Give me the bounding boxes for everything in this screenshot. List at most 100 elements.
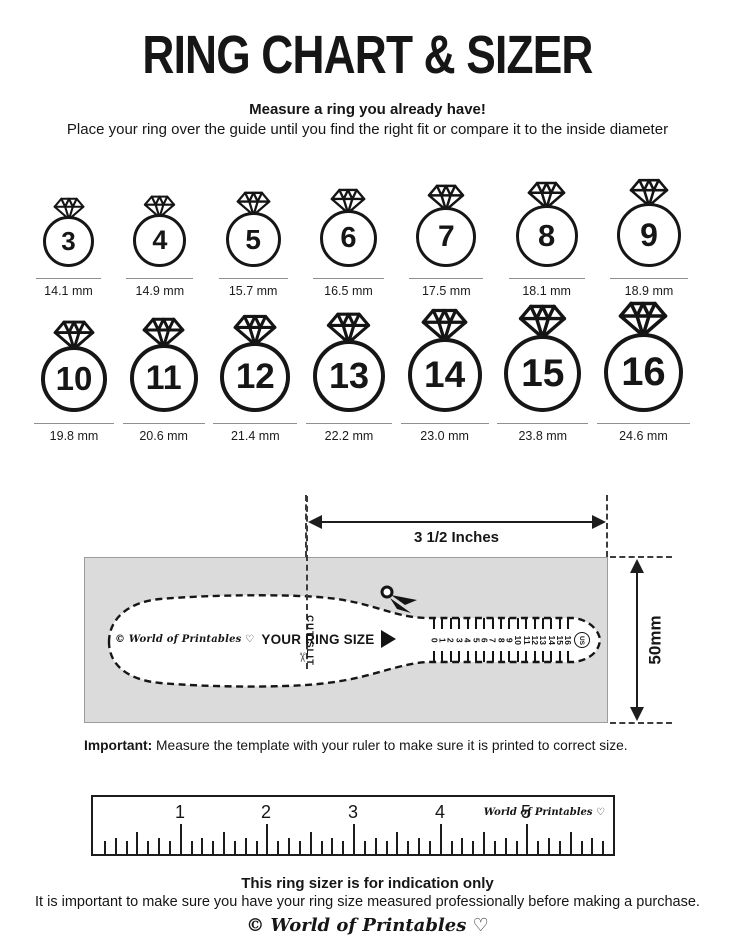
ring-underline xyxy=(126,278,194,279)
ring-band: 16 xyxy=(603,333,683,412)
ruler-tick xyxy=(461,838,463,854)
ruler-tick xyxy=(353,824,355,854)
ring-band: 8 xyxy=(515,205,578,267)
arrowhead-left-icon xyxy=(308,515,322,529)
scale-mark: 10 xyxy=(513,618,523,662)
scale-mark: 3 xyxy=(454,618,464,662)
ring-size-number: 15 xyxy=(521,351,565,395)
ring-diameter-label: 23.8 mm xyxy=(518,429,568,443)
scale-tick-top xyxy=(483,618,486,629)
cut-slit-label-wrap: CUT SLIT xyxy=(297,605,321,675)
ruler-tick xyxy=(526,824,528,854)
ruler-tick xyxy=(169,841,171,854)
scale-number: 16 xyxy=(563,635,574,645)
scale-tick-bottom xyxy=(541,651,544,662)
ruler-brand-mark: World of Printables ♡ xyxy=(483,807,605,818)
ring-underline xyxy=(596,423,690,424)
diamond-icon xyxy=(619,301,668,338)
diamond-icon xyxy=(519,304,567,340)
ruler-tick xyxy=(223,832,225,854)
scissors-icon xyxy=(380,585,417,613)
ruler-tick xyxy=(364,841,366,854)
ruler-tick xyxy=(386,841,388,854)
ring-size-number: 6 xyxy=(340,222,357,254)
scale-mark: 2 xyxy=(446,618,456,662)
scale-mark: 9 xyxy=(505,618,515,662)
scale-mark: 11 xyxy=(521,618,531,662)
ring-band: 11 xyxy=(129,344,198,412)
scale-tick-bottom xyxy=(466,651,469,662)
ring-item: 11 20.6 mm xyxy=(122,317,205,443)
ring-band: 9 xyxy=(616,203,681,267)
ruler-tick xyxy=(429,841,431,854)
ruler-tick xyxy=(483,832,485,854)
ring-underline xyxy=(609,278,688,279)
ring-item: 7 17.5 mm xyxy=(409,184,484,298)
footer-text: It is important to make sure you have yo… xyxy=(35,894,700,910)
ring-item: 6 16.5 mm xyxy=(312,188,384,298)
ring-diameter-label: 18.9 mm xyxy=(624,284,674,298)
ring-underline xyxy=(122,423,205,424)
ring-size-scale: 0 1 2 3 4 5 6 7 8 9 10 11 12 13 14 15 16 xyxy=(429,618,574,662)
ruler-number: 3 xyxy=(348,802,359,822)
height-label-wrap: 50mm xyxy=(636,557,676,723)
ruler-tick xyxy=(591,838,593,854)
scale-mark: 14 xyxy=(547,618,557,662)
scale-mark: 1 xyxy=(438,618,448,662)
ring-item: 13 22.2 mm xyxy=(305,312,392,443)
ruler-number: 2 xyxy=(261,802,272,822)
ring-item: 12 21.4 mm xyxy=(213,314,298,443)
mini-scissors-icon: ✂ xyxy=(293,652,309,663)
ring-size-number: 8 xyxy=(538,218,556,253)
ring-band: 13 xyxy=(312,340,385,412)
ring-underline xyxy=(409,278,484,279)
scale-tick-top xyxy=(533,618,536,629)
ruler-tick xyxy=(505,838,507,854)
ruler-tick xyxy=(310,832,312,854)
ring-size-number: 12 xyxy=(235,357,275,396)
important-note-text: Measure the template with your ruler to … xyxy=(152,738,628,753)
scale-mark: 12 xyxy=(530,618,540,662)
ruler-tick xyxy=(180,824,182,854)
scale-tick-top xyxy=(567,618,569,629)
diamond-icon xyxy=(331,188,366,215)
important-note-lead: Important: xyxy=(84,738,153,753)
scale-mark: 6 xyxy=(479,618,489,662)
ring-diameter-label: 24.6 mm xyxy=(619,429,668,443)
ring-size-row-1: 3 14.1 mm 4 14.9 mm 5 15.7 mm 6 16.5 mm 7 17.5 mm… xyxy=(36,160,688,298)
scale-tick-bottom xyxy=(567,651,569,662)
scale-tick-bottom xyxy=(558,651,561,662)
pointer-triangle-icon xyxy=(381,630,397,648)
ring-diameter-label: 19.8 mm xyxy=(49,429,99,443)
height-arrow-line xyxy=(636,562,638,718)
sizer-template-box: © World of Printables ♡ YOUR RING SIZE C… xyxy=(84,496,608,723)
ruler-number: 5 xyxy=(521,802,532,822)
ring-item: 9 18.9 mm xyxy=(609,178,688,298)
ruler-tick xyxy=(537,841,539,854)
ring-size-number: 10 xyxy=(55,360,93,397)
ruler-tick xyxy=(277,841,279,854)
ring-underline xyxy=(34,423,114,424)
diamond-icon xyxy=(233,314,277,347)
scale-tick-bottom xyxy=(483,651,486,662)
ring-item: 8 18.1 mm xyxy=(508,181,585,298)
ring-diameter-label: 20.6 mm xyxy=(139,429,188,443)
subtitle-bold: Measure a ring you already have! xyxy=(249,101,486,118)
ruler-tick xyxy=(115,838,117,854)
ruler-tick xyxy=(407,841,409,854)
ruler-tick xyxy=(440,824,442,854)
ring-diameter-label: 23.0 mm xyxy=(420,429,469,443)
ring-band: 6 xyxy=(319,210,377,267)
ruler-tick xyxy=(191,841,193,854)
scale-tick-top xyxy=(441,618,444,629)
scale-tick-top xyxy=(508,618,511,629)
ruler-tick xyxy=(104,841,106,854)
ring-diameter-label: 22.2 mm xyxy=(324,429,374,443)
ring-diameter-label: 14.9 mm xyxy=(135,284,185,298)
scale-tick-bottom xyxy=(500,651,502,662)
ruler-tick xyxy=(418,838,420,854)
diamond-icon xyxy=(142,317,185,349)
your-ring-size-label: YOUR RING SIZE xyxy=(261,631,375,647)
scale-tick-top xyxy=(500,618,502,629)
